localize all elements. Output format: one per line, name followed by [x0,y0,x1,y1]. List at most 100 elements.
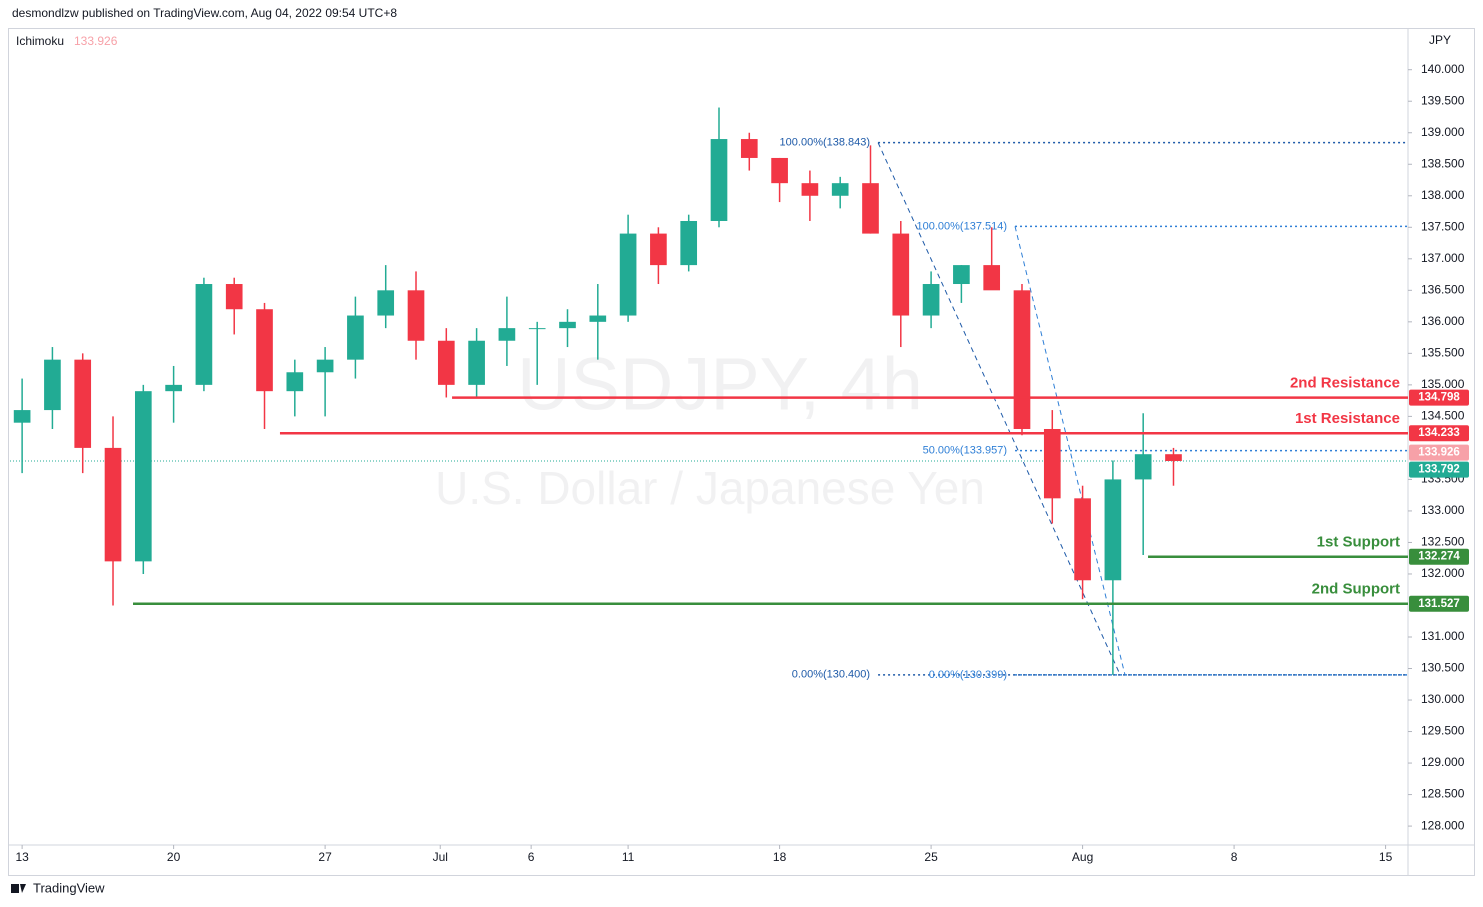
y-tick-label: 131.000 [1421,629,1465,643]
price-tag [1409,548,1469,565]
level-label: 1st Resistance [1295,410,1400,427]
fib-label: 50.00%(133.957) [923,445,1007,457]
fib-trend [877,142,1121,676]
level-label: 2nd Resistance [1290,375,1400,392]
price-tag [1409,595,1469,612]
candle-body [316,359,334,373]
candle-body [1165,454,1182,462]
currency: JPY [1429,33,1451,47]
price-tag [1409,425,1469,442]
y-tick-label: 129.000 [1421,755,1465,769]
candle-body [801,183,819,196]
candle-body [1043,428,1061,499]
y-tick-label: 137.500 [1421,219,1465,233]
candle-body [104,447,122,562]
y-tick-label: 129.500 [1421,724,1465,738]
y-tick-label: 128.000 [1421,818,1465,832]
watermark: USDJPY, 4h [517,343,923,426]
candle-body [134,391,152,562]
candle-body [559,321,576,329]
candle-body [983,265,1001,291]
candle-body [922,284,940,316]
y-tick-label: 128.500 [1421,787,1465,801]
fib-label: 100.00%(137.514) [917,220,1008,232]
x-tick-label: 8 [1231,850,1238,864]
header: desmondlzw published on TradingView.com,… [12,6,397,20]
candle-body [619,233,637,316]
candle-body [650,233,667,266]
y-tick-label: 139.000 [1421,125,1465,139]
price-tag-label: 133.792 [1418,464,1460,476]
level-label: 1st Support [1317,534,1400,551]
price-tag-label: 132.274 [1418,551,1460,563]
candle-body [710,139,728,221]
candle-body [377,290,395,316]
candle-body [740,139,758,158]
candle-body [44,359,61,411]
candle-body [407,290,425,341]
y-tick-label: 136.500 [1421,282,1465,296]
candle-body [1104,479,1122,581]
fib-trend [1014,226,1126,675]
x-tick-label: 11 [622,850,635,864]
price-tag [1409,389,1469,406]
candle-body [892,233,910,316]
y-tick-label: 130.500 [1421,661,1465,675]
candle-body [347,315,364,360]
candle-body [498,328,516,341]
level-label: 2nd Support [1312,581,1400,598]
candle-body [831,183,849,196]
y-tick-label: 138.000 [1421,188,1465,202]
fib-label: 0.00%(130.399) [929,669,1007,681]
fib-label: 0.00%(130.400) [792,669,870,681]
candle-body [771,157,788,184]
candle-body [1134,454,1152,480]
y-tick-label: 136.000 [1421,314,1465,328]
candle-body [165,384,182,392]
candle-body [468,340,485,385]
x-tick-label: 13 [15,850,29,864]
candle-body [1074,498,1091,581]
y-tick-label: 140.000 [1421,62,1465,76]
candle-body [862,183,879,234]
candle-body [286,372,304,392]
indicator-name: Ichimoku [16,34,64,48]
candle-body [953,265,970,285]
y-tick-label: 137.000 [1421,251,1465,265]
y-tick-label: 135.000 [1421,377,1465,391]
footer-logo [11,884,26,893]
x-tick-label: Aug [1072,850,1093,864]
candle-body [528,328,546,330]
y-tick-label: 134.500 [1421,409,1465,423]
candle-body [225,284,243,310]
x-tick-label: 6 [528,850,535,864]
x-tick-label: 15 [1379,850,1393,864]
candle-body [256,309,273,392]
candle-body [680,220,698,266]
footer: TradingView [33,880,105,895]
x-tick-label: 20 [167,850,181,864]
candle-body [589,315,607,322]
x-tick-label: 27 [318,850,332,864]
x-tick-label: 25 [924,850,938,864]
y-tick-label: 135.500 [1421,346,1465,360]
price-tag [1409,444,1469,461]
indicator-value: 133.926 [74,34,118,48]
x-tick-label: Jul [433,850,448,864]
price-tag-label: 134.798 [1418,392,1460,404]
y-tick-label: 132.500 [1421,535,1465,549]
candle-body [1013,290,1031,429]
candle-body [13,410,31,423]
price-tag-label: 134.233 [1418,427,1460,439]
y-tick-label: 133.000 [1421,503,1465,517]
fib-label: 100.00%(138.843) [780,137,871,149]
y-tick-label: 130.000 [1421,692,1465,706]
candle-body [195,284,213,385]
price-tag-label: 133.926 [1418,447,1460,459]
price-tag [1409,461,1469,478]
price-tag-label: 131.527 [1418,598,1460,610]
y-tick-label: 139.500 [1421,93,1465,107]
